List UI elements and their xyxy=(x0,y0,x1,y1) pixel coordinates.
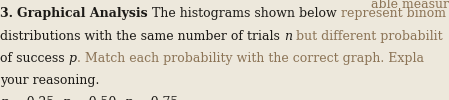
Text: Graphical Analysis: Graphical Analysis xyxy=(18,7,148,20)
Text: = 0.75: = 0.75 xyxy=(132,96,179,100)
Text: = 0.50,: = 0.50, xyxy=(70,96,124,100)
Text: represent binom: represent binom xyxy=(341,7,446,20)
Text: . Match each probability with the correct graph. Expla: . Match each probability with the correc… xyxy=(77,52,423,65)
Text: = 0.25,: = 0.25, xyxy=(8,96,62,100)
Text: 3.: 3. xyxy=(0,7,18,20)
Text: able measur: able measur xyxy=(371,0,449,11)
Text: distributions with the same number of trials: distributions with the same number of tr… xyxy=(0,30,284,43)
Text: p: p xyxy=(124,96,132,100)
Text: your reasoning.: your reasoning. xyxy=(0,74,99,87)
Text: p: p xyxy=(62,96,70,100)
Text: n: n xyxy=(284,30,292,43)
Text: p: p xyxy=(0,96,8,100)
Text: p: p xyxy=(69,52,77,65)
Text: The histograms shown below: The histograms shown below xyxy=(148,7,341,20)
Text: but different probabilit: but different probabilit xyxy=(292,30,443,43)
Text: of success: of success xyxy=(0,52,69,65)
